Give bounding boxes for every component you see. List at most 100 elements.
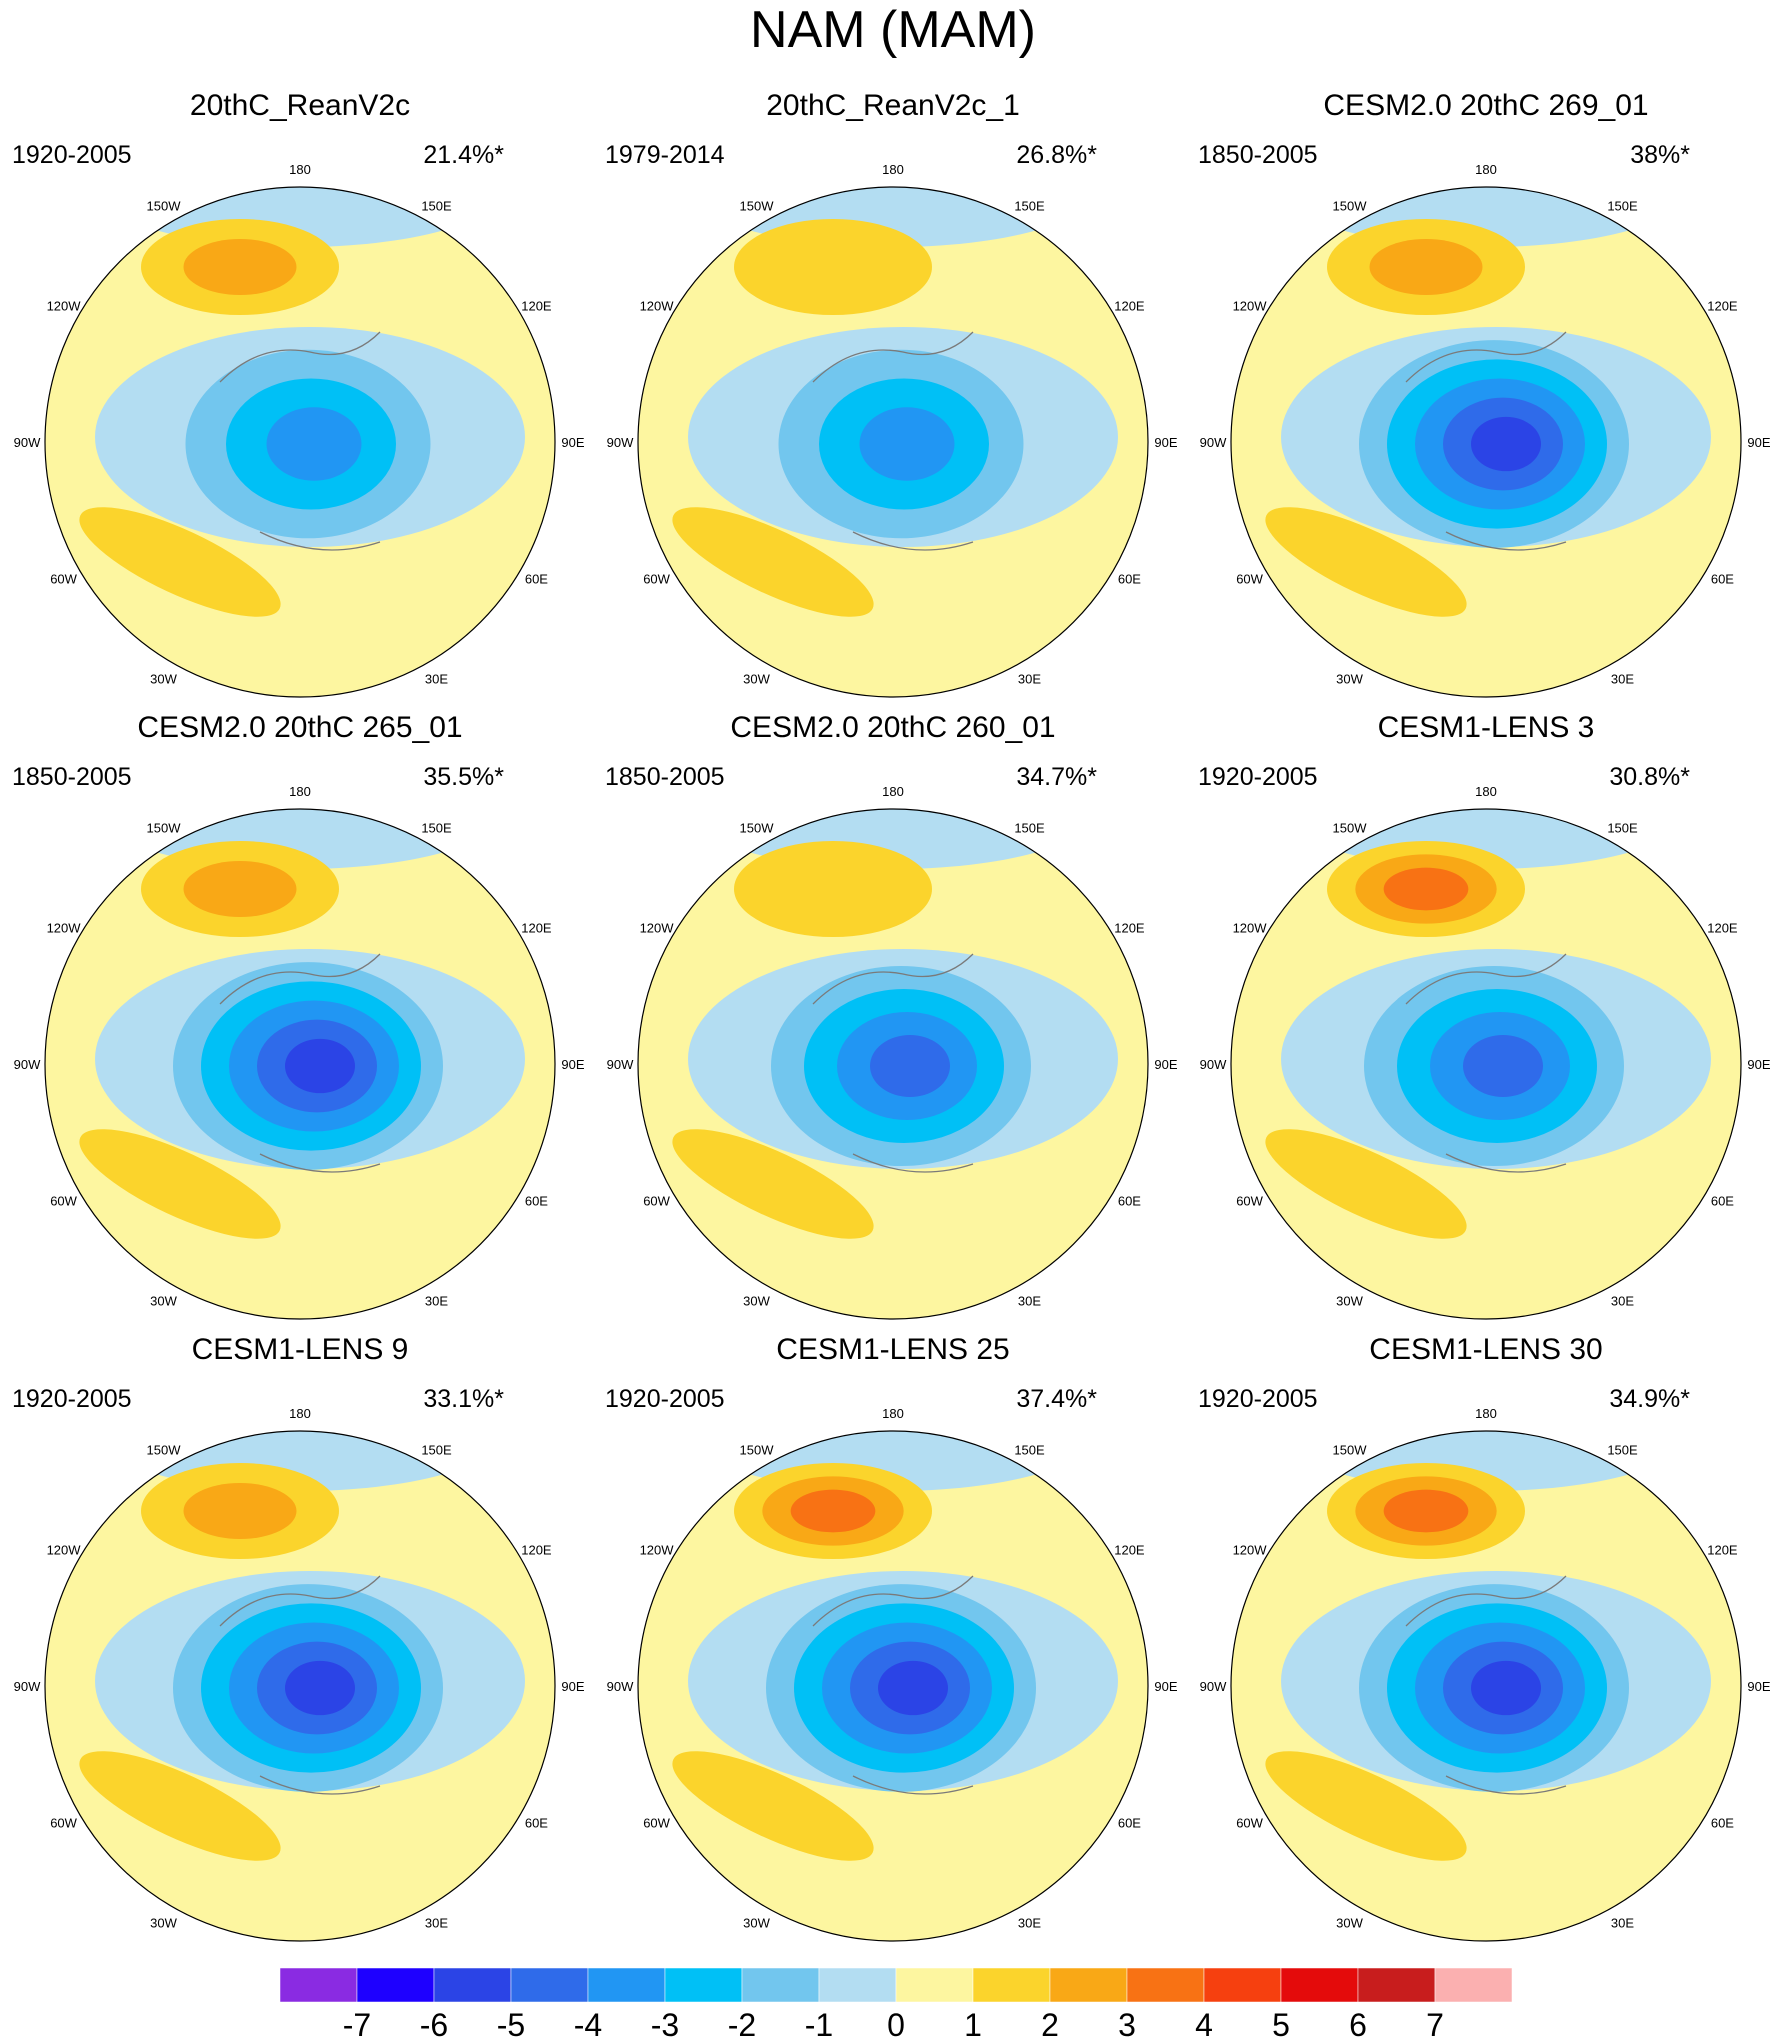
longitude-label: 120E [1114, 299, 1145, 314]
field-negative-pacific-edge [1286, 809, 1686, 869]
longitude-label: 90W [14, 1679, 41, 1694]
map-panel: CESM1-LENS 30 1920-2005 34.9%* 180 150E 120E 9… [1196, 1332, 1776, 1942]
colorbar-label: 7 [1426, 2007, 1444, 2040]
longitude-label: 30W [1336, 1915, 1363, 1930]
field-contour-negative [1471, 1660, 1541, 1716]
colorbar: -7 -6 -5 -4 -3 -2 -1 0 1 2 3 4 5 6 7 [279, 1967, 1513, 2040]
longitude-label: 150E [1014, 1443, 1045, 1458]
colorbar-label: -1 [805, 2007, 833, 2040]
longitude-label: 120W [640, 921, 675, 936]
longitude-label: 90W [14, 435, 41, 450]
colorbar-swatch [741, 1967, 820, 2003]
colorbar-swatch [972, 1967, 1051, 2003]
map-panel: CESM2.0 20thC 269_01 1850-2005 38%* 180 150E… [1196, 88, 1776, 698]
panel-variance-percent: 21.4%* [423, 141, 504, 169]
longitude-label: 60W [643, 1816, 670, 1831]
longitude-label: 60W [50, 572, 77, 587]
colorbar-swatch [1280, 1967, 1359, 2003]
colorbar-swatch [587, 1967, 666, 2003]
field-contour-atlantic [672, 507, 874, 617]
coastline [219, 331, 381, 551]
colorbar-label: -6 [420, 2007, 448, 2040]
colorbar-label: 1 [964, 2007, 982, 2040]
colorbar-label: -3 [651, 2007, 679, 2040]
field-negative-pacific-edge [693, 1431, 1093, 1491]
map-panel: CESM2.0 20thC 260_01 1850-2005 34.7%* 180 15… [603, 710, 1183, 1320]
colorbar-label: 3 [1118, 2007, 1136, 2040]
map-border [637, 186, 1149, 698]
colorbar-swatch [356, 1967, 435, 2003]
field-contour-positive [183, 239, 297, 295]
map-border [1230, 1430, 1742, 1942]
field-contour-positive [1383, 1489, 1469, 1533]
longitude-label: 150W [1333, 821, 1368, 836]
longitude-label: 150E [1014, 821, 1045, 836]
field-negative-pacific-edge [693, 187, 1093, 247]
panel-period: 1850-2005 [12, 763, 132, 791]
panel-title: CESM1-LENS 25 [776, 1333, 1010, 1366]
polar-map: 180150E120E90E60E30E030W60W90W120W150W [14, 1406, 585, 1942]
longitude-label: 90W [607, 1057, 634, 1072]
longitude-label: 30W [743, 1915, 770, 1930]
coastline [812, 953, 974, 1173]
field-contour-positive [183, 1483, 297, 1539]
panel-period: 1920-2005 [605, 1385, 725, 1413]
main-title: NAM (MAM) [750, 1, 1036, 59]
panel-period: 1850-2005 [1198, 141, 1318, 169]
field-contour-positive [734, 841, 932, 937]
polar-map: 180150E120E90E60E30E030W60W90W120W150W [14, 162, 585, 698]
longitude-label: 120W [47, 921, 82, 936]
longitude-label: 90E [1154, 435, 1177, 450]
longitude-label: 90W [1200, 1679, 1227, 1694]
panel-title: 20thC_ReanV2c [189, 89, 411, 122]
field-contour-atlantic [79, 507, 281, 617]
longitude-label: 180 [1475, 1406, 1497, 1421]
colorbar-swatch [1357, 1967, 1436, 2003]
field-contour-negative [285, 1660, 355, 1716]
panel-title: CESM2.0 20thC 265_01 [137, 711, 463, 744]
polar-map: 180150E120E90E60E30E030W60W90W120W150W [1200, 1406, 1771, 1942]
coastline [1405, 953, 1567, 1173]
longitude-label: 60W [1236, 1816, 1263, 1831]
field-contour-negative [859, 407, 955, 481]
map-border [44, 186, 556, 698]
map-panel: 20thC_ReanV2c 1920-2005 21.4%* 180 150E 120E 9… [10, 88, 590, 698]
field-contour-atlantic [672, 1751, 874, 1861]
longitude-label: 90W [14, 1057, 41, 1072]
colorbar-label: -5 [497, 2007, 525, 2040]
panel-variance-percent: 35.5%* [423, 763, 504, 791]
longitude-label: 30E [1018, 1915, 1041, 1930]
longitude-label: 60E [1118, 572, 1141, 587]
longitude-label: 150W [740, 1443, 775, 1458]
longitude-label: 60W [1236, 572, 1263, 587]
longitude-label: 60W [50, 1816, 77, 1831]
longitude-label: 150W [147, 821, 182, 836]
panel-period: 1979-2014 [605, 141, 725, 169]
colorbar-label: 6 [1349, 2007, 1367, 2040]
field-contour-atlantic [1265, 507, 1467, 617]
map-panel: 20thC_ReanV2c_1 1979-2014 26.8%* 180 150E 120… [603, 88, 1183, 698]
longitude-label: 120E [521, 921, 552, 936]
colorbar-swatch [664, 1967, 743, 2003]
field-contour-atlantic [1265, 1751, 1467, 1861]
panel-period: 1920-2005 [1198, 1385, 1318, 1413]
longitude-label: 180 [882, 1406, 904, 1421]
field-contour-positive [790, 1489, 876, 1533]
panel-variance-percent: 37.4%* [1016, 1385, 1097, 1413]
longitude-label: 90W [1200, 1057, 1227, 1072]
panel-variance-percent: 30.8%* [1609, 763, 1690, 791]
panel-variance-percent: 33.1%* [423, 1385, 504, 1413]
coastline [812, 331, 974, 551]
polar-map: 180150E120E90E60E30E030W60W90W120W150W [1200, 162, 1771, 698]
panel-title: CESM2.0 20thC 260_01 [730, 711, 1056, 744]
panel-title: CESM1-LENS 30 [1369, 1333, 1603, 1366]
field-contour-negative [870, 1035, 950, 1097]
longitude-label: 120W [1233, 1543, 1268, 1558]
longitude-label: 60E [525, 1816, 548, 1831]
polar-map: 180150E120E90E60E30E030W60W90W120W150W [14, 784, 585, 1320]
longitude-label: 60E [1711, 1194, 1734, 1209]
longitude-label: 150E [1607, 1443, 1638, 1458]
coastline [1405, 1575, 1567, 1795]
longitude-label: 120W [640, 299, 675, 314]
longitude-label: 60E [525, 572, 548, 587]
